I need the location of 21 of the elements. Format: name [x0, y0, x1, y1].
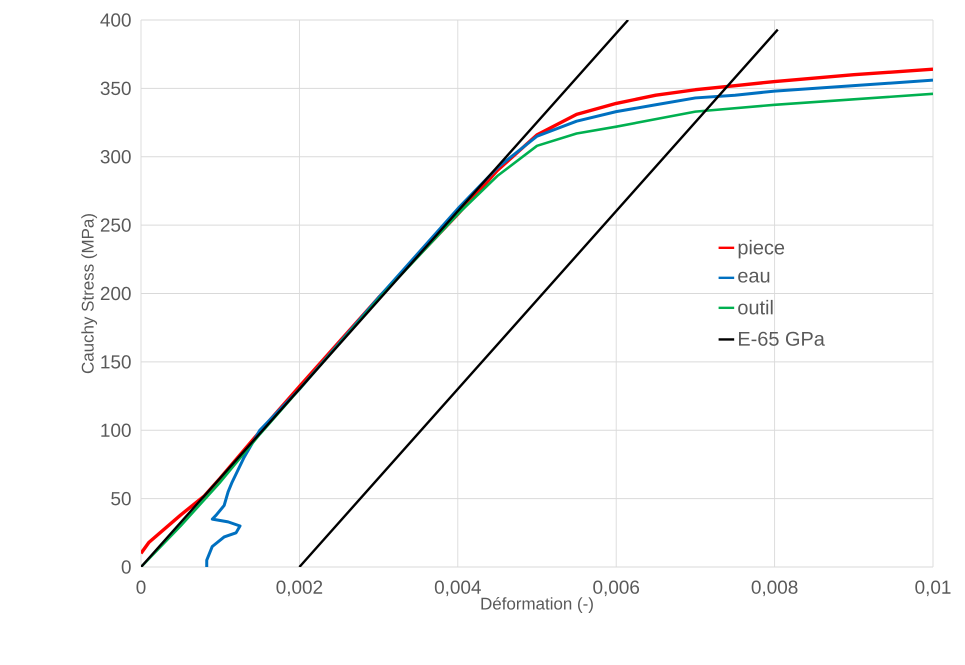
x-axis-title: Déformation (-) [481, 596, 593, 613]
x-tick-label: 0,004 [434, 580, 481, 596]
x-tick-label: 0 [136, 580, 146, 594]
y-axis-title: Cauchy Stress (MPa) [81, 214, 98, 374]
legend-label: E-65 GPa [739, 332, 825, 346]
y-tick-label: 350 [100, 82, 131, 96]
legend-label: piece [738, 240, 784, 258]
y-tick-label: 50 [111, 492, 131, 506]
x-tick-label: 0,006 [593, 580, 640, 596]
x-tick-label: 0,008 [752, 580, 798, 596]
x-tick-label: 0,002 [276, 580, 322, 596]
y-tick-label: 100 [101, 424, 131, 437]
y-tick-label: 150 [101, 355, 131, 369]
legend-label: eau [738, 272, 770, 283]
legend-label: outil [738, 300, 773, 314]
y-tick-label: 400 [100, 13, 131, 27]
y-tick-label: 200 [100, 286, 131, 300]
y-tick-label: 0 [122, 560, 131, 574]
y-tick-label: 300 [100, 150, 131, 164]
y-tick-label: 250 [100, 218, 131, 232]
x-tick-label: 0,01 [915, 580, 950, 596]
